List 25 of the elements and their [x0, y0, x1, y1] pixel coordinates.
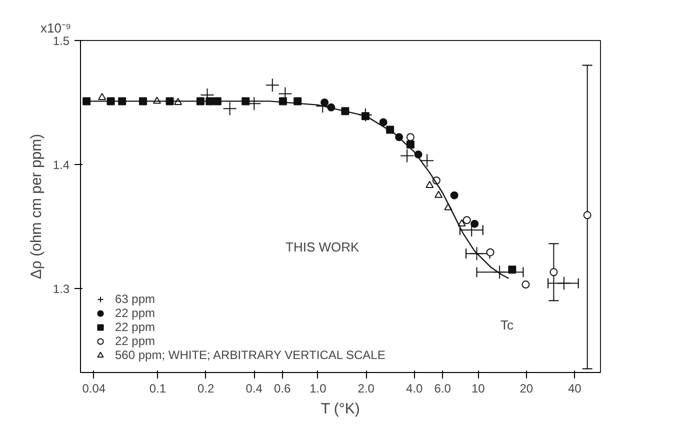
- x-tick-label: 20: [520, 382, 534, 396]
- annotation: THIS WORK: [286, 240, 360, 254]
- y-axis-title: Δρ (ohm cm per ppm): [28, 134, 45, 280]
- annotation: Tc: [500, 318, 514, 332]
- x-tick-label: 0.4: [246, 382, 263, 396]
- legend-label: 22 ppm: [115, 320, 156, 334]
- x-tick-label: 0.04: [82, 382, 106, 396]
- x-tick-label: 0.6: [274, 382, 292, 396]
- y-tick-label: 1.5: [52, 34, 70, 48]
- text: x10⁻⁹: [40, 20, 72, 36]
- x-tick-label: 1.0: [310, 382, 327, 396]
- x-tick-label: 0.2: [198, 382, 215, 396]
- legend-label: 22 ppm: [115, 306, 156, 320]
- x-tick-label: 2.0: [358, 382, 375, 396]
- x-tick-label: 6.0: [434, 382, 452, 396]
- legend-label: 560 ppm; WHITE; ARBITRARY VERTICAL SCALE: [115, 348, 386, 362]
- legend-label: 63 ppm: [115, 292, 156, 306]
- x-tick-label: 0.1: [149, 382, 166, 396]
- x-tick-label: 4.0: [406, 382, 424, 396]
- x-tick-label: 10: [471, 382, 486, 396]
- x-axis-title: T (°K): [320, 400, 360, 418]
- y-tick-label: 1.3: [52, 282, 70, 296]
- legend-label: 22 ppm: [115, 334, 156, 348]
- x-tick-label: 40: [568, 382, 582, 396]
- y-tick-label: 1.4: [52, 158, 70, 172]
